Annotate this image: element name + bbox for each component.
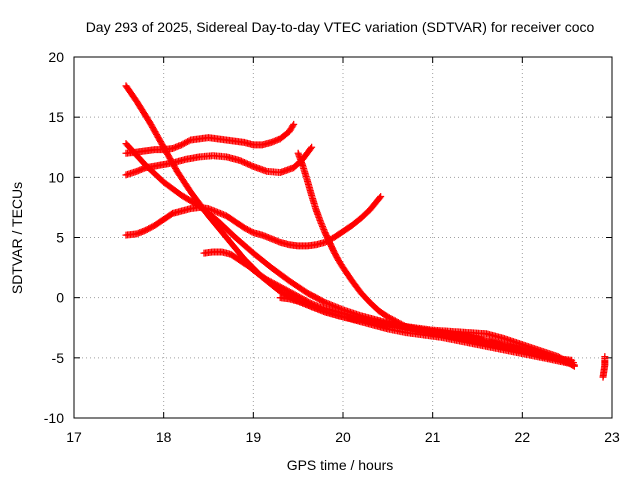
data-point [248, 228, 256, 236]
y-tick-label: 15 [48, 109, 64, 125]
data-point [264, 276, 272, 284]
data-point [178, 141, 186, 149]
data-point [243, 225, 251, 233]
data-point [242, 159, 250, 167]
series-track-4 [122, 143, 316, 179]
data-point [245, 160, 253, 168]
series-track-8 [276, 294, 578, 370]
data-point [282, 286, 290, 294]
data-point [288, 289, 296, 297]
axis-ticks: 17 18 19 20 21 22 23 -10 -5 0 5 10 15 20 [44, 49, 620, 445]
series-track-5 [122, 193, 385, 250]
data-points [122, 82, 609, 381]
data-point [281, 285, 289, 293]
x-tick-label: 18 [156, 429, 172, 445]
data-point [248, 162, 256, 170]
data-point [142, 226, 150, 234]
data-point [267, 278, 275, 286]
data-point [285, 288, 293, 296]
y-axis-label: SDTVAR / TECUs [9, 182, 25, 294]
x-axis-label: GPS time / hours [287, 457, 394, 473]
data-point [184, 138, 192, 146]
data-point [307, 145, 315, 153]
y-tick-label: -5 [52, 350, 65, 366]
data-point [278, 284, 286, 292]
data-point [240, 158, 248, 166]
data-point [266, 277, 274, 285]
plot-frame [73, 56, 613, 419]
data-point [377, 193, 385, 201]
data-point [246, 227, 254, 235]
x-tick-label: 22 [515, 429, 531, 445]
data-point [146, 224, 154, 232]
data-point [284, 287, 292, 295]
data-point [143, 225, 151, 233]
x-tick-label: 19 [246, 429, 262, 445]
y-tick-label: 0 [56, 290, 64, 306]
x-tick-label: 20 [335, 429, 351, 445]
data-point [569, 361, 577, 369]
data-point [287, 288, 295, 296]
data-point [289, 122, 297, 130]
data-point [245, 226, 253, 234]
data-point [242, 225, 250, 233]
chart-title: Day 293 of 2025, Sidereal Day-to-day VTE… [86, 19, 595, 35]
data-point [269, 279, 277, 287]
data-point [290, 290, 298, 298]
data-point [276, 283, 284, 291]
data-point [246, 161, 254, 169]
data-point [279, 284, 287, 292]
data-point [275, 282, 283, 290]
data-point [599, 373, 607, 381]
y-tick-label: 10 [48, 169, 64, 185]
data-point [272, 280, 280, 288]
data-point [273, 281, 281, 289]
data-point [376, 194, 384, 202]
data-point [290, 120, 298, 128]
data-point [570, 362, 578, 370]
data-point [148, 223, 156, 231]
y-tick-label: -10 [44, 410, 64, 426]
x-tick-label: 23 [604, 429, 620, 445]
data-point [185, 137, 193, 145]
y-tick-label: 5 [56, 230, 64, 246]
data-point [243, 160, 251, 168]
data-point [308, 143, 316, 151]
data-point [182, 138, 190, 146]
data-point [239, 158, 247, 166]
x-tick-label: 21 [425, 429, 441, 445]
data-point [384, 313, 392, 321]
data-point [240, 224, 248, 232]
data-point [237, 157, 245, 165]
data-point [179, 140, 187, 148]
grid-lines [74, 57, 612, 418]
data-point [387, 315, 395, 323]
data-point [145, 225, 153, 233]
data-point [270, 280, 278, 288]
data-point [181, 139, 189, 147]
x-tick-label: 17 [66, 429, 82, 445]
data-point [236, 156, 244, 164]
series-track-3 [122, 120, 298, 157]
data-point [263, 276, 271, 284]
data-point [385, 314, 393, 322]
series-track-9 [599, 353, 609, 381]
y-tick-label: 20 [48, 49, 64, 65]
